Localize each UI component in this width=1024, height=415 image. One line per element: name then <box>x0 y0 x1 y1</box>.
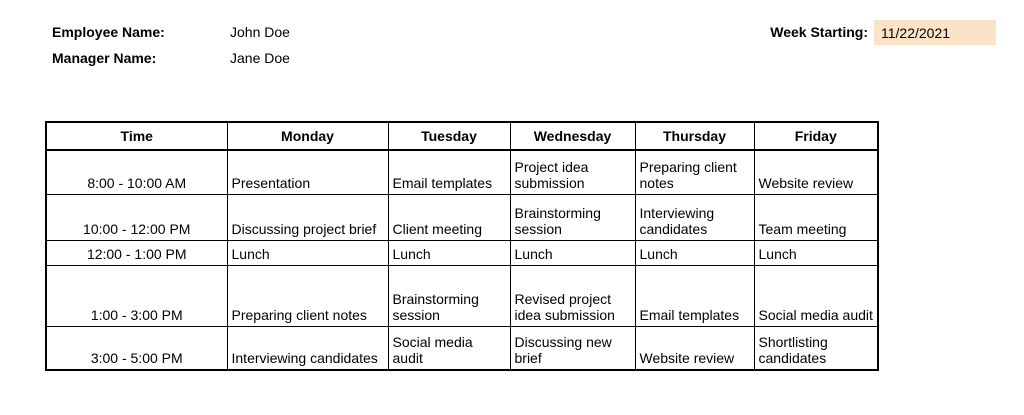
schedule-cell: Shortlisting candidates <box>753 325 879 371</box>
schedule-cell: Discussing project brief <box>226 193 389 241</box>
column-header-thursday: Thursday <box>634 121 755 151</box>
manager-name-label: Manager Name: <box>52 50 157 66</box>
table-row: 3:00 - 5:00 PM Interviewing candidates Soc… <box>45 325 879 371</box>
timesheet-body: 8:00 - 10:00 AM Presentation Email templat… <box>45 149 879 371</box>
employee-name-value: John Doe <box>230 24 290 40</box>
table-row: 8:00 - 10:00 AM Presentation Email templat… <box>45 149 879 195</box>
table-row: 1:00 - 3:00 PM Preparing client notes Brai… <box>45 264 879 327</box>
header-row: Time Monday Tuesday Wednesday Thursday Friday <box>45 121 879 151</box>
column-header-friday: Friday <box>753 121 879 151</box>
schedule-cell: Lunch <box>226 239 389 266</box>
manager-name-value: Jane Doe <box>230 50 290 66</box>
week-starting-label: Week Starting: <box>770 24 868 40</box>
timesheet-table: Time Monday Tuesday Wednesday Thursday Friday… <box>45 121 879 371</box>
schedule-cell: Preparing client notes <box>634 149 755 195</box>
schedule-cell: Brainstorming session <box>509 193 636 241</box>
week-starting-group: Week Starting: 11/22/2021 <box>770 20 996 45</box>
schedule-cell: Project idea submission <box>509 149 636 195</box>
schedule-cell: Discussing new brief <box>509 325 636 371</box>
schedule-cell: Lunch <box>753 239 879 266</box>
schedule-cell: Brainstorming session <box>387 264 511 327</box>
schedule-cell: Website review <box>753 149 879 195</box>
schedule-cell: Email templates <box>634 264 755 327</box>
table-row: 12:00 - 1:00 PM Lunch Lunch Lunch Lunch Lunch <box>45 239 879 266</box>
schedule-cell: Website review <box>634 325 755 371</box>
column-header-wednesday: Wednesday <box>509 121 636 151</box>
schedule-cell: Client meeting <box>387 193 511 241</box>
schedule-cell: Team meeting <box>753 193 879 241</box>
column-header-time: Time <box>45 121 228 151</box>
schedule-cell: Presentation <box>226 149 389 195</box>
schedule-cell: Lunch <box>509 239 636 266</box>
schedule-cell: Interviewing candidates <box>226 325 389 371</box>
time-cell: 8:00 - 10:00 AM <box>45 149 228 195</box>
week-starting-date-field[interactable]: 11/22/2021 <box>874 20 996 45</box>
schedule-cell: Social media audit <box>387 325 511 371</box>
time-cell: 10:00 - 12:00 PM <box>45 193 228 241</box>
schedule-cell: Revised project idea submission <box>509 264 636 327</box>
schedule-cell: Social media audit <box>753 264 879 327</box>
schedule-cell: Lunch <box>387 239 511 266</box>
schedule-cell: Interviewing candidates <box>634 193 755 241</box>
schedule-cell: Lunch <box>634 239 755 266</box>
table-row: 10:00 - 12:00 PM Discussing project brief… <box>45 193 879 241</box>
schedule-cell: Email templates <box>387 149 511 195</box>
schedule-cell: Preparing client notes <box>226 264 389 327</box>
column-header-tuesday: Tuesday <box>387 121 511 151</box>
column-header-monday: Monday <box>226 121 389 151</box>
time-cell: 12:00 - 1:00 PM <box>45 239 228 266</box>
time-cell: 3:00 - 5:00 PM <box>45 325 228 371</box>
time-cell: 1:00 - 3:00 PM <box>45 264 228 327</box>
employee-name-label: Employee Name: <box>52 24 165 40</box>
